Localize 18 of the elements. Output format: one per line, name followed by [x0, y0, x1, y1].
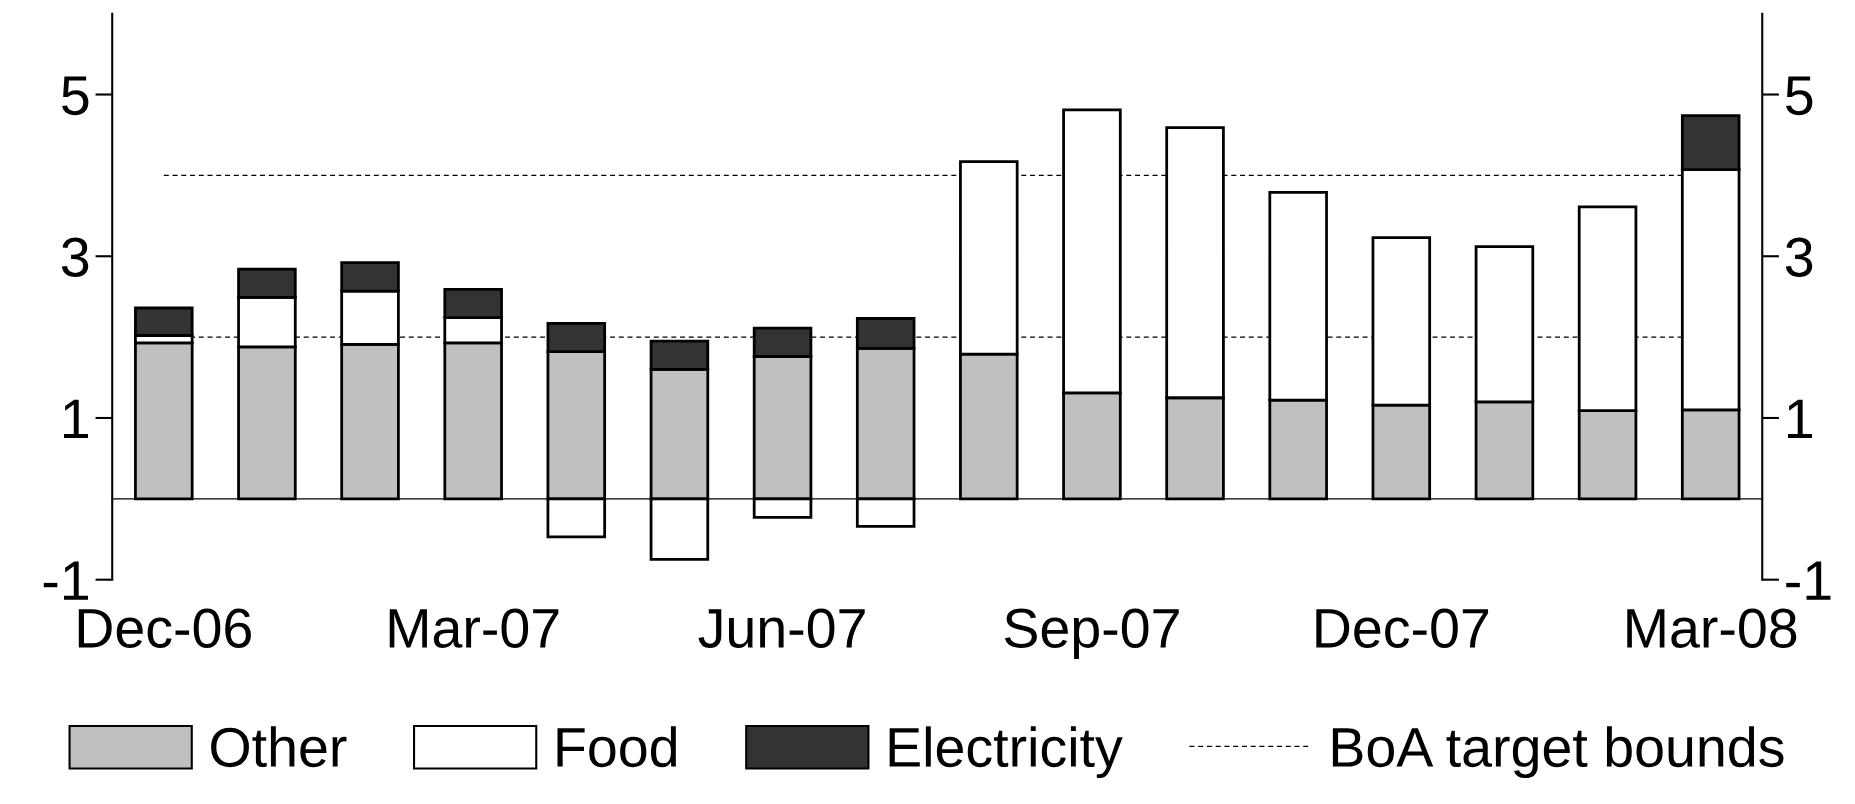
legend-label: BoA target bounds — [1332, 726, 1784, 779]
y2-tick-label: 3 — [1785, 237, 1813, 277]
x-tick-label: Mar-07 — [389, 608, 559, 648]
y-tick-label: -1 — [43, 561, 88, 600]
y-tick-label: 5 — [62, 76, 89, 116]
x-tick-label: Mar-08 — [1627, 608, 1797, 648]
y2-tick-label: 5 — [1786, 76, 1813, 116]
legend-label: Other — [211, 726, 347, 768]
x-tick-label: Dec-06 — [78, 608, 251, 648]
legend-label: Food — [557, 726, 676, 768]
y2-tick-label: 1 — [1788, 399, 1812, 439]
legend-label: Electricity — [889, 726, 1123, 779]
x-tick-label: Dec-07 — [1316, 608, 1489, 648]
y-tick-label: 1 — [64, 399, 88, 439]
y-tick-label: 3 — [61, 237, 89, 277]
x-tick-label: Sep-07 — [1004, 608, 1179, 659]
y2-tick-label: -1 — [1786, 561, 1831, 600]
x-tick-label: Jun-07 — [698, 608, 865, 648]
